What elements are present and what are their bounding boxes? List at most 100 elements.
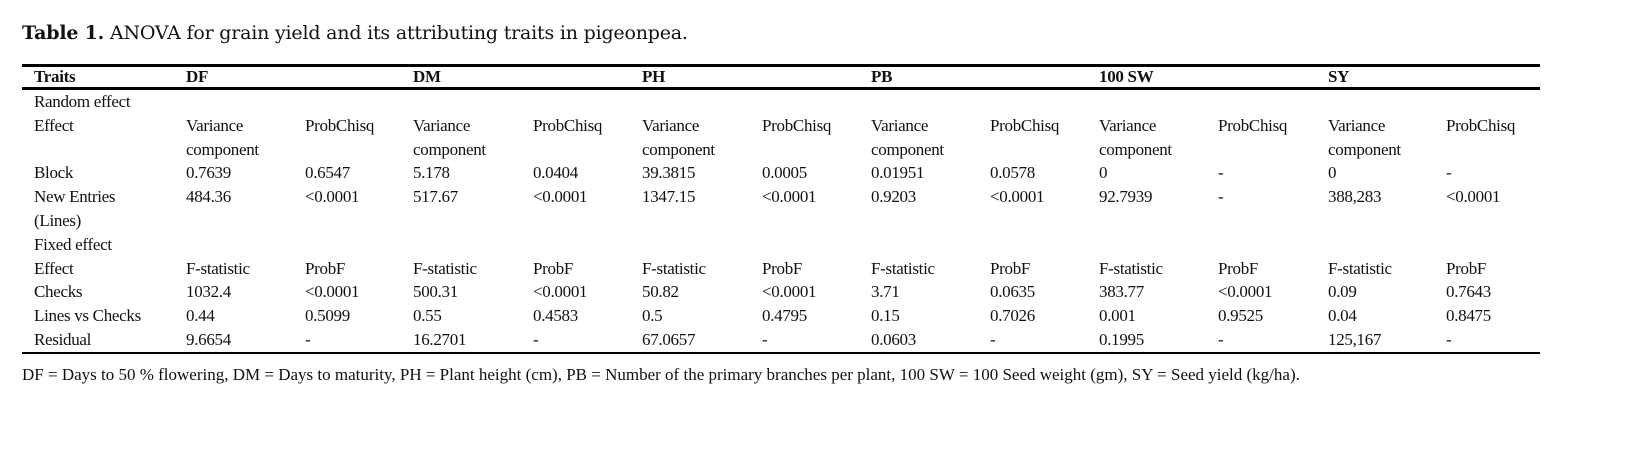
table-cell: <0.0001	[762, 282, 817, 302]
row-label: New Entries	[34, 187, 116, 207]
table-cell: 3.71	[871, 282, 900, 302]
table-cell: 50.82	[642, 282, 679, 302]
table-cell: Variance	[1099, 115, 1157, 135]
table-cell: ProbF	[533, 258, 574, 278]
column-header: Traits	[22, 64, 186, 90]
table-cell: 0.0404	[533, 163, 578, 183]
table-cell: F-statistic	[871, 258, 935, 278]
table-cell: 0.01951	[871, 163, 925, 183]
table-cell: 0.4583	[533, 306, 578, 326]
row-label: Random effect	[34, 92, 131, 111]
table-cell: ProbChisq	[762, 115, 832, 135]
table-cell: <0.0001	[305, 187, 360, 207]
table-cell	[533, 89, 642, 114]
table-footnote: DF = Days to 50 % flowering, DM = Days t…	[22, 365, 1300, 384]
table-cell: 0.9203	[871, 187, 916, 207]
table-row: New Entries 484.36 <0.0001 517.67 <0.0001 134…	[22, 185, 1540, 209]
column-header	[305, 64, 413, 90]
table-cell	[1446, 233, 1540, 257]
table-cell: 0.5099	[305, 306, 350, 326]
table-cell: 16.2701	[413, 327, 533, 354]
table-cell: 0.001	[1099, 306, 1136, 326]
caption-label: Table 1.	[22, 22, 105, 44]
table-cell: component	[413, 139, 486, 159]
table-cell: component	[871, 139, 944, 159]
table-cell: ProbF	[305, 258, 346, 278]
table-cell	[762, 138, 871, 162]
table-cell	[871, 89, 990, 114]
table-cell: 0.55	[413, 306, 442, 326]
table-cell: ProbChisq	[1218, 115, 1288, 135]
table-cell: -	[1218, 327, 1328, 354]
table-cell	[1328, 89, 1446, 114]
table-cell: 1032.4	[186, 282, 231, 302]
table-cell	[871, 233, 990, 257]
table-cell	[186, 209, 305, 233]
table-cell: ProbF	[1446, 258, 1487, 278]
table-cell: F-statistic	[186, 258, 250, 278]
table-cell: component	[1328, 139, 1401, 159]
table-cell	[642, 89, 762, 114]
table-cell: 0.6547	[305, 163, 350, 183]
table-cell: <0.0001	[762, 187, 817, 207]
row-label: Fixed effect	[34, 234, 112, 254]
table-cell: 0.0635	[990, 282, 1035, 302]
table-cell: 0.7639	[186, 163, 231, 183]
table-cell	[1218, 89, 1328, 114]
table-row: Block 0.7639 0.6547 5.178 0.0404 39.3815 0.000…	[22, 161, 1540, 185]
table-cell	[533, 209, 642, 233]
table-row: Effect Variance ProbChisq Variance ProbChisq…	[22, 114, 1540, 138]
table-cell	[1328, 233, 1446, 257]
table-cell: -	[1218, 163, 1224, 183]
table-cell	[1446, 138, 1540, 162]
table-cell	[305, 209, 413, 233]
table-cell	[990, 209, 1099, 233]
table-caption: Table 1. ANOVA for grain yield and its a…	[22, 22, 688, 44]
table-cell	[1328, 209, 1446, 233]
table-cell: <0.0001	[1446, 187, 1501, 207]
column-header	[1218, 64, 1328, 90]
table-cell: component	[1099, 139, 1172, 159]
table-row: (Lines)	[22, 209, 1540, 233]
table-cell: -	[1446, 327, 1540, 354]
table-cell: 500.31	[413, 282, 458, 302]
table-cell: 0.9525	[1218, 306, 1263, 326]
table-cell: 0	[1328, 163, 1337, 183]
table-cell: 0.04	[1328, 306, 1357, 326]
table-cell	[533, 138, 642, 162]
table-cell: 125,167	[1328, 327, 1446, 354]
table-cell: F-statistic	[413, 258, 477, 278]
table-row: Effect F-statistic ProbF F-statistic ProbF F-…	[22, 257, 1540, 281]
table-cell	[413, 209, 533, 233]
table-cell: 0.1995	[1099, 327, 1218, 354]
table-cell	[1218, 233, 1328, 257]
table-cell: Variance	[413, 115, 471, 135]
table-cell: 0	[1099, 163, 1108, 183]
table-cell: 5.178	[413, 163, 450, 183]
row-label	[22, 138, 186, 162]
column-header: SY	[1328, 64, 1446, 90]
table-cell: 0.15	[871, 306, 900, 326]
table-cell: ProbF	[1218, 258, 1259, 278]
table-cell: ProbChisq	[990, 115, 1060, 135]
table-cell	[305, 233, 413, 257]
table-cell: 517.67	[413, 187, 458, 207]
table-cell: 0.7026	[990, 306, 1035, 326]
table-cell: ProbChisq	[1446, 115, 1516, 135]
table-cell: Variance	[871, 115, 929, 135]
row-label: (Lines)	[34, 210, 81, 230]
table-cell: component	[186, 139, 259, 159]
table-cell: 0.8475	[1446, 306, 1491, 326]
table-cell: ProbF	[762, 258, 803, 278]
caption-text: ANOVA for grain yield and its attributin…	[104, 22, 688, 44]
table-row: component component component component comp…	[22, 138, 1540, 162]
table-cell: -	[990, 327, 1099, 354]
table-cell: ProbChisq	[305, 115, 375, 135]
table-cell	[1099, 233, 1218, 257]
table-cell: ProbChisq	[533, 115, 603, 135]
table-cell: -	[762, 327, 871, 354]
header-row: Traits DF DM PH PB 100 SW SY	[22, 64, 1540, 90]
table-cell	[1446, 89, 1540, 114]
table-cell	[642, 233, 762, 257]
table-cell: 383.77	[1099, 282, 1144, 302]
